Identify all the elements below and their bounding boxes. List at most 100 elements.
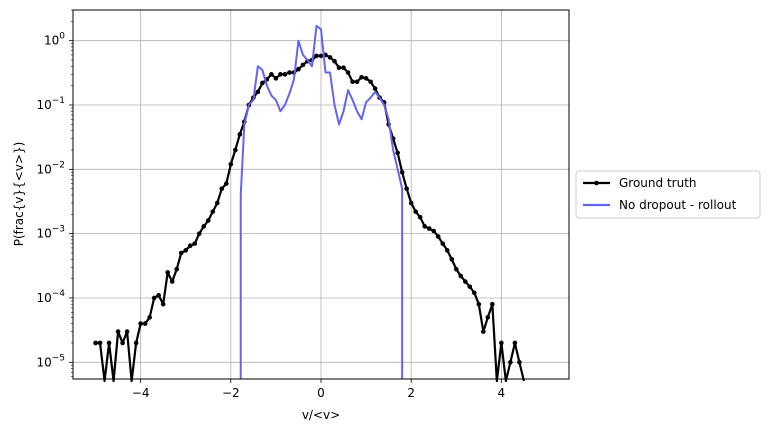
data-point [115,329,121,334]
data-point [422,224,428,229]
data-point [219,186,225,191]
y-tick-label: 10−5 [36,353,65,369]
data-point [93,340,98,346]
x-tick-label: −4 [132,386,150,400]
data-point [183,248,189,253]
data-point [413,209,418,214]
data-point [372,86,378,91]
y-tick-label: 100 [44,32,65,48]
data-point [142,321,148,326]
data-point [106,340,112,346]
data-point [444,248,450,253]
legend: Ground truth No dropout - rollout [575,170,761,219]
data-point [237,132,243,137]
y-axis-label: P(frac{v}{<v>}) [12,142,26,247]
data-point [314,53,319,59]
series-layer [93,24,525,383]
legend-marker-ground-truth [594,180,599,186]
data-point [404,186,409,191]
x-tick-label: 0 [317,386,325,400]
data-point [440,241,446,246]
data-point [431,228,437,234]
data-point [341,65,346,71]
legend-label-ground-truth: Ground truth [619,176,697,190]
data-point [426,226,432,231]
x-tick-label: 4 [498,386,506,400]
data-point [169,279,175,284]
data-point [205,218,211,223]
y-tick-label: 10−3 [36,225,65,241]
data-point [399,169,405,175]
x-axis-ticks: −4 −2 0 2 4 [132,379,505,400]
data-point [476,301,482,307]
data-point [327,55,333,60]
data-point [462,279,468,284]
data-point [120,340,125,346]
data-point [363,76,369,81]
data-point [395,150,400,156]
data-point [508,359,513,365]
data-point [201,224,207,229]
data-point [255,89,261,95]
data-point [354,79,360,85]
y-tick-label: 10−2 [36,160,65,176]
x-tick-label: −2 [222,386,240,400]
data-point [273,76,279,81]
data-point [224,181,229,186]
data-point [147,315,152,320]
data-point [512,340,518,346]
data-point [336,65,342,71]
y-axis-ticks: 10−5 10−4 10−3 10−2 10−1 100 [36,9,73,377]
data-point [485,315,491,320]
data-point [196,231,202,236]
series-line [239,24,404,379]
data-point [453,266,459,272]
data-point [174,266,180,272]
data-point [97,340,103,346]
legend-label-no-dropout: No dropout - rollout [619,198,737,212]
data-point [345,70,351,75]
data-point [300,62,306,68]
data-point [210,209,216,214]
data-point [368,79,373,85]
data-point [178,250,184,256]
data-point [435,234,441,239]
data-point [350,79,355,85]
data-point [417,214,423,220]
data-point [467,284,473,289]
x-axis-label: v/<v> [302,408,340,422]
data-point [517,359,522,365]
data-point [449,256,455,262]
data-point [233,147,238,153]
data-point [269,72,274,77]
y-tick-label: 10−4 [36,289,65,305]
data-point [472,290,477,296]
data-point [165,270,170,275]
data-point [408,200,414,206]
data-point [490,301,495,307]
legend-frame [575,170,761,219]
data-point [214,200,220,206]
data-point [278,72,283,77]
data-point [499,340,504,346]
data-point [260,80,265,86]
data-point [332,58,337,64]
series-ground-truth [93,52,525,383]
series-line [95,53,525,383]
y-tick-label: 10−1 [36,96,65,112]
x-tick-label: 2 [407,386,415,400]
data-point [133,340,139,346]
data-point [296,66,301,72]
data-point [160,301,166,307]
data-point [124,329,130,334]
data-point [151,295,157,301]
data-point [481,329,486,334]
data-point [287,70,292,75]
data-point [156,293,161,298]
data-point [192,241,198,246]
data-point [359,74,364,80]
data-point [187,243,193,248]
data-point [228,161,234,167]
data-point [458,273,464,279]
